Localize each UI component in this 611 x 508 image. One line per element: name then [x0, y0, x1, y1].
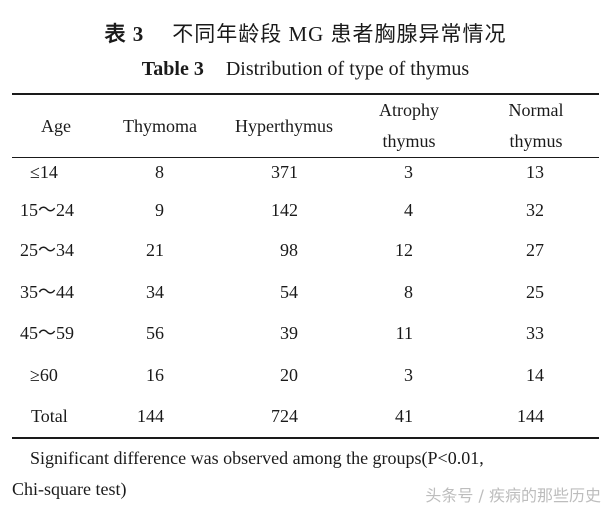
header-hyperthymus: Hyperthymus: [235, 116, 333, 136]
header-normal-thymus: Normal thymus: [486, 99, 586, 152]
row-6-atrophy: 3: [404, 365, 413, 385]
table-label-en: Table 3: [141, 58, 204, 80]
table-title-cn: 不同年龄段 MG 患者胸腺异常情况: [172, 22, 507, 46]
row-2-atrophy: 4: [404, 200, 413, 220]
row-4-hyperthymus: 54: [280, 282, 298, 302]
table-top-rule: [12, 93, 599, 95]
header-age: Age: [41, 116, 71, 136]
header-normal-line1: Normal: [508, 100, 564, 120]
row-1-hyperthymus: 371: [271, 162, 298, 182]
row-3-normal: 27: [526, 240, 544, 260]
row-6-thymoma: 16: [146, 365, 164, 385]
row-4-thymoma: 34: [146, 282, 164, 302]
footnote-line1: Significant difference was observed amon…: [30, 448, 484, 468]
table-caption-en: Table 3 Distribution of type of thymus: [0, 58, 611, 81]
row-5-thymoma: 56: [146, 323, 164, 343]
row-2-normal: 32: [526, 200, 544, 220]
table-label-cn: 表 3: [104, 22, 145, 46]
header-atrophy-thymus: Atrophy thymus: [362, 99, 456, 152]
row-1-age: ≤14: [30, 162, 58, 182]
row-5-age: 45～59: [20, 323, 74, 343]
header-normal-line2: thymus: [509, 131, 563, 151]
row-3-atrophy: 12: [395, 240, 413, 260]
row-1-thymoma: 8: [155, 162, 164, 182]
row-5-atrophy: 11: [395, 323, 413, 343]
row-2-hyperthymus: 142: [271, 200, 298, 220]
row-3-age: 25～34: [20, 240, 74, 260]
row-2-thymoma: 9: [155, 200, 164, 220]
table-title-en: Distribution of type of thymus: [225, 58, 470, 80]
footnote-line2: Chi-square test): [12, 479, 127, 499]
row-total-atrophy: 41: [395, 406, 413, 426]
row-4-atrophy: 8: [404, 282, 413, 302]
row-4-age: 35～44: [20, 282, 74, 302]
row-6-hyperthymus: 20: [280, 365, 298, 385]
row-4-normal: 25: [526, 282, 544, 302]
table-header-rule: [12, 157, 599, 158]
row-5-normal: 33: [526, 323, 544, 343]
row-6-normal: 14: [526, 365, 544, 385]
row-total-hyperthymus: 724: [271, 406, 298, 426]
watermark-text: 头条号 / 疾病的那些历史: [425, 486, 601, 505]
row-6-age: ≥60: [30, 365, 58, 385]
row-3-hyperthymus: 98: [280, 240, 298, 260]
header-atrophy-line1: Atrophy: [379, 100, 439, 120]
header-atrophy-line2: thymus: [382, 131, 436, 151]
row-total-normal: 144: [517, 406, 544, 426]
row-total-thymoma: 144: [137, 406, 164, 426]
row-3-thymoma: 21: [146, 240, 164, 260]
row-2-age: 15～24: [20, 200, 74, 220]
table-caption-cn: 表 3 不同年龄段 MG 患者胸腺异常情况: [0, 18, 611, 48]
row-total-age: Total: [31, 406, 68, 426]
row-5-hyperthymus: 39: [280, 323, 298, 343]
header-thymoma: Thymoma: [123, 116, 197, 136]
row-1-normal: 13: [526, 162, 544, 182]
table-bottom-rule: [12, 437, 599, 439]
row-1-atrophy: 3: [404, 162, 413, 182]
